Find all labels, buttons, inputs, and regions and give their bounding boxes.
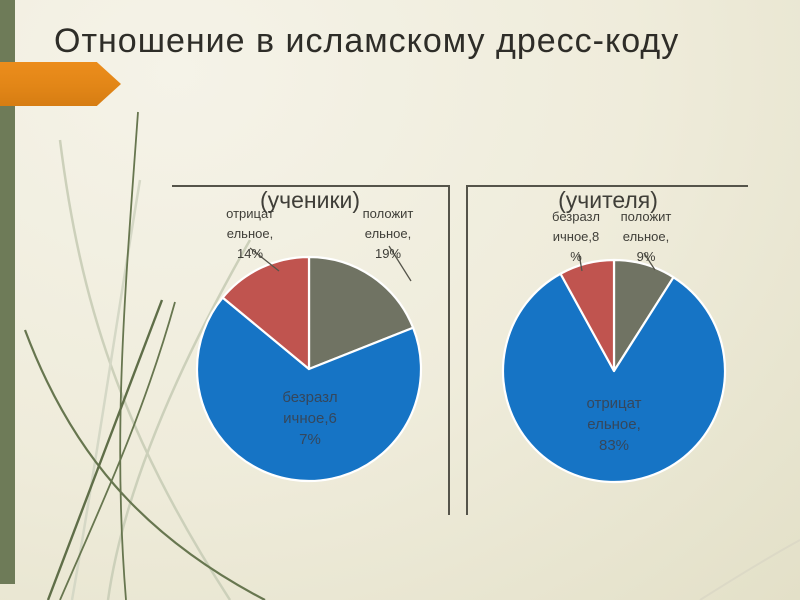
students-pie-chart-panel: (ученики) отрицат ельное, 14% положит ел… xyxy=(172,185,450,515)
pie-slice-отрицательное xyxy=(221,255,311,371)
teachers-label-positive: положит ельное, 9% xyxy=(620,209,672,264)
students-label-negative: отрицат ельное, 14% xyxy=(226,206,274,261)
teachers-label-negative: отрицат ельное, 83% xyxy=(586,395,642,454)
students-pie xyxy=(195,255,423,483)
teachers-chart-title: (учителя) xyxy=(558,187,658,213)
students-leader-lines xyxy=(249,245,412,282)
students-chart-title: (ученики) xyxy=(259,187,361,213)
pie-slice-отрицательное xyxy=(501,272,727,484)
students-label-positive: положит ельное, 19% xyxy=(362,206,414,261)
teachers-pie xyxy=(501,258,727,484)
teachers-leader-lines xyxy=(578,252,656,272)
pie-slice-безразличное xyxy=(195,296,423,483)
pie-slice-безразличное xyxy=(559,258,616,373)
orange-arrow-decoration xyxy=(0,62,121,106)
left-accent-bar xyxy=(0,0,15,584)
slide-title: Отношение в исламскому дресс-коду xyxy=(54,22,680,60)
students-label-indifferent: безразл ичное,6 7% xyxy=(282,389,338,448)
teachers-pie-chart-panel: (учителя) безразл ичное,8 % положит ельн… xyxy=(466,185,748,515)
teachers-label-indifferent: безразл ичное,8 % xyxy=(552,209,600,264)
pie-slice-положительное xyxy=(307,255,415,371)
